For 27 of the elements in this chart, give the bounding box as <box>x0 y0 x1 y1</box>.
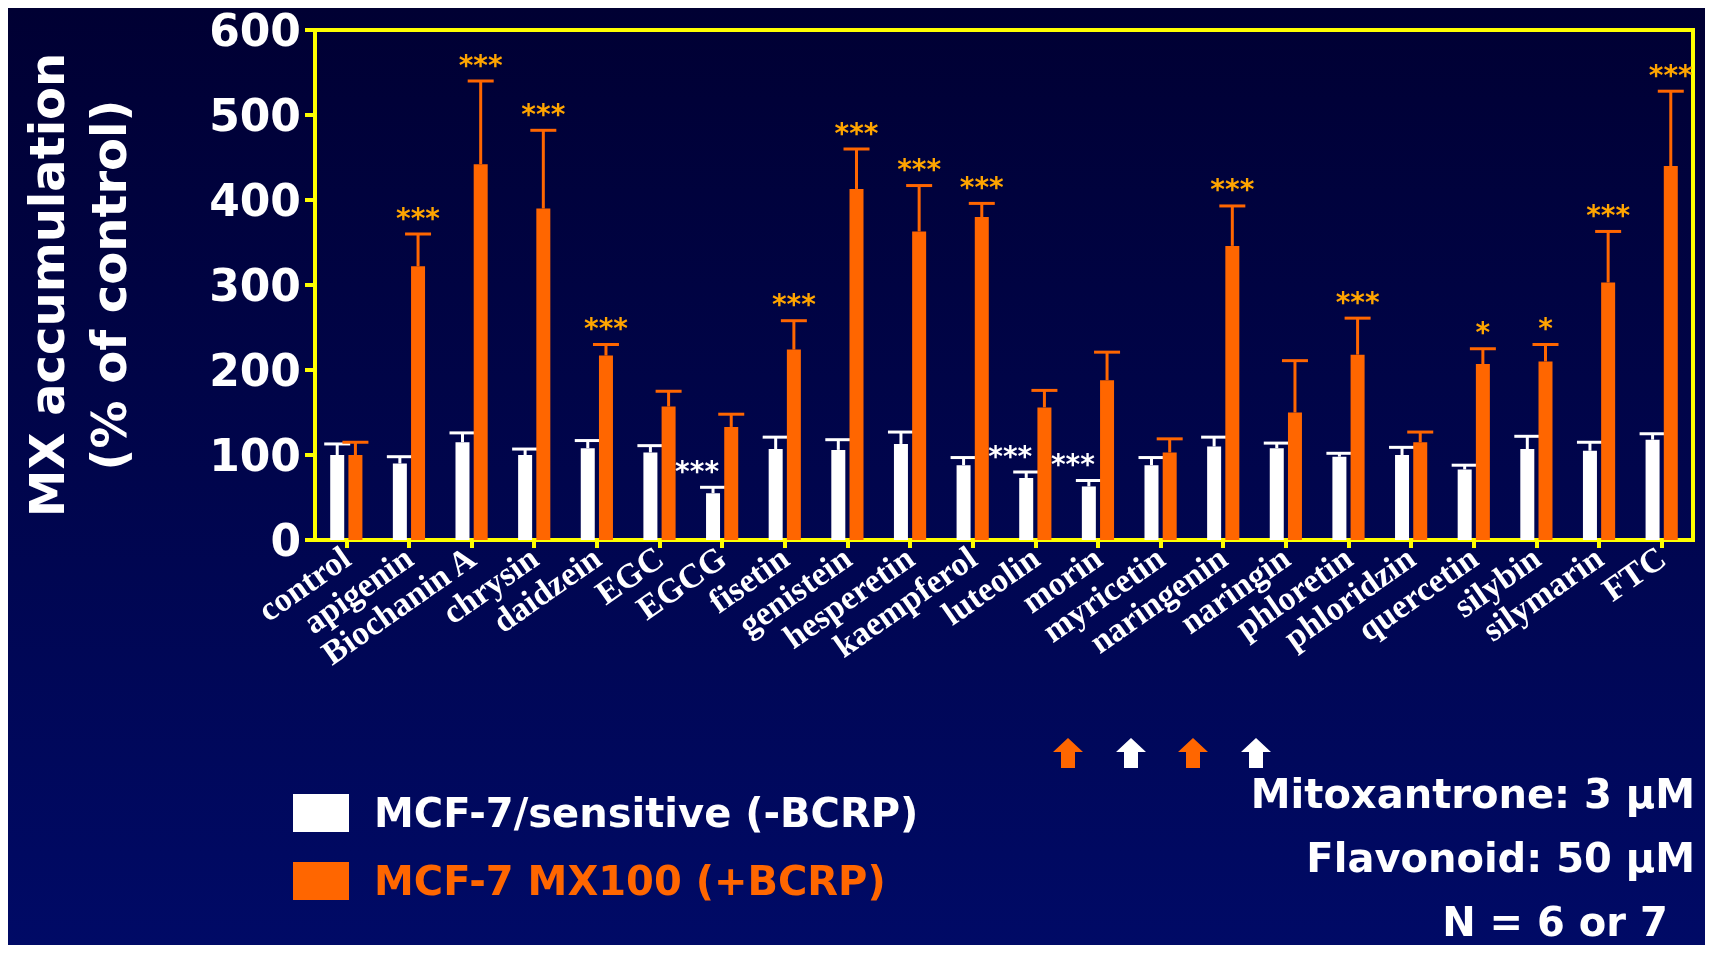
y-tick-label: 500 <box>209 89 301 141</box>
y-tick-label: 200 <box>209 344 301 396</box>
annotation: *** <box>1586 198 1631 232</box>
annotation: *** <box>458 48 504 82</box>
annotation: * <box>1538 312 1554 345</box>
text: N = 6 or 7 <box>1442 899 1668 945</box>
annotation: *** <box>834 116 879 150</box>
annotation: *** <box>1050 448 1096 481</box>
annotation: *** <box>988 439 1033 473</box>
annotation: *** <box>396 201 441 235</box>
annotation: *** <box>771 288 817 322</box>
legend-label: MCF-7/sensitive (-BCRP) <box>374 790 919 836</box>
annotation: *** <box>897 153 942 187</box>
legend-label: MCF-7 MX100 (+BCRP) <box>374 858 886 904</box>
y-axis-title: MX accumulation (% of control) <box>19 52 137 518</box>
annotation: *** <box>1335 285 1380 319</box>
y-tick-label: 100 <box>209 429 301 481</box>
annotation: *** <box>521 97 566 131</box>
annotation: *** <box>959 170 1005 204</box>
text: Flavonoid: 50 μM <box>1306 835 1695 881</box>
annotation: *** <box>583 312 629 345</box>
text: Mitoxantrone: 3 μM <box>1250 771 1695 817</box>
y-tick-label: 300 <box>209 259 301 311</box>
annotation: * <box>1475 316 1491 350</box>
y-tick-label: 400 <box>209 174 301 226</box>
y-tick-label: 600 <box>209 4 301 56</box>
annotation: *** <box>1210 173 1255 207</box>
